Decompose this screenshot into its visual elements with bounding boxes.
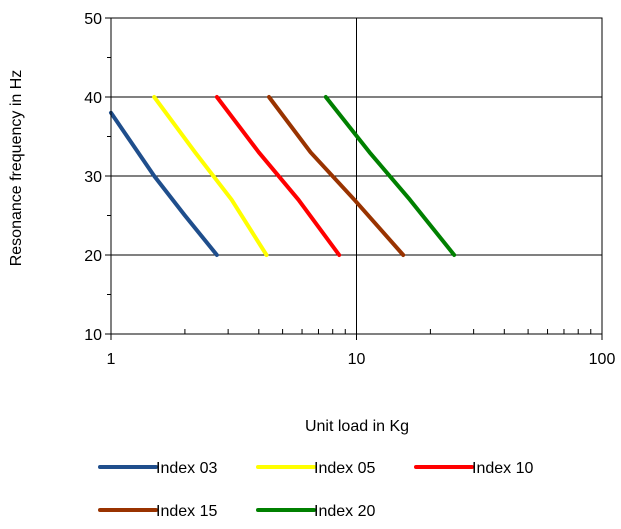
series-line-index-05	[152, 95, 269, 257]
legend-label-index-05: Index 05	[314, 460, 375, 477]
grid-lines	[111, 18, 602, 334]
y-tick-label: 50	[84, 11, 102, 28]
series-line-index-20	[323, 95, 457, 257]
x-axis-label: Unit load in Kg	[305, 418, 409, 435]
series-lines	[109, 95, 457, 257]
axis-ticks	[105, 17, 603, 340]
series-line-index-03	[109, 110, 219, 257]
x-tick-label: 100	[589, 351, 616, 368]
y-tick-label: 20	[84, 248, 102, 265]
y-tick-label: 40	[84, 90, 102, 107]
y-tick-label: 30	[84, 169, 102, 186]
y-axis-label: Resonance frequency in Hz	[8, 70, 25, 267]
legend-label-index-03: Index 03	[156, 460, 217, 477]
x-tick-label: 10	[348, 351, 366, 368]
legend-label-index-15: Index 15	[156, 503, 217, 520]
series-line-index-10	[214, 95, 342, 257]
series-line-index-15	[267, 95, 406, 257]
tick-labels: 10 20 30 40 50 1 10 100	[84, 11, 615, 368]
legend-label-index-10: Index 10	[472, 460, 533, 477]
x-tick-label: 1	[107, 351, 116, 368]
legend-label-index-20: Index 20	[314, 503, 375, 520]
y-tick-label: 10	[84, 327, 102, 344]
legend: Index 03 Index 05 Index 10 Index 15 Index 20	[98, 460, 533, 520]
